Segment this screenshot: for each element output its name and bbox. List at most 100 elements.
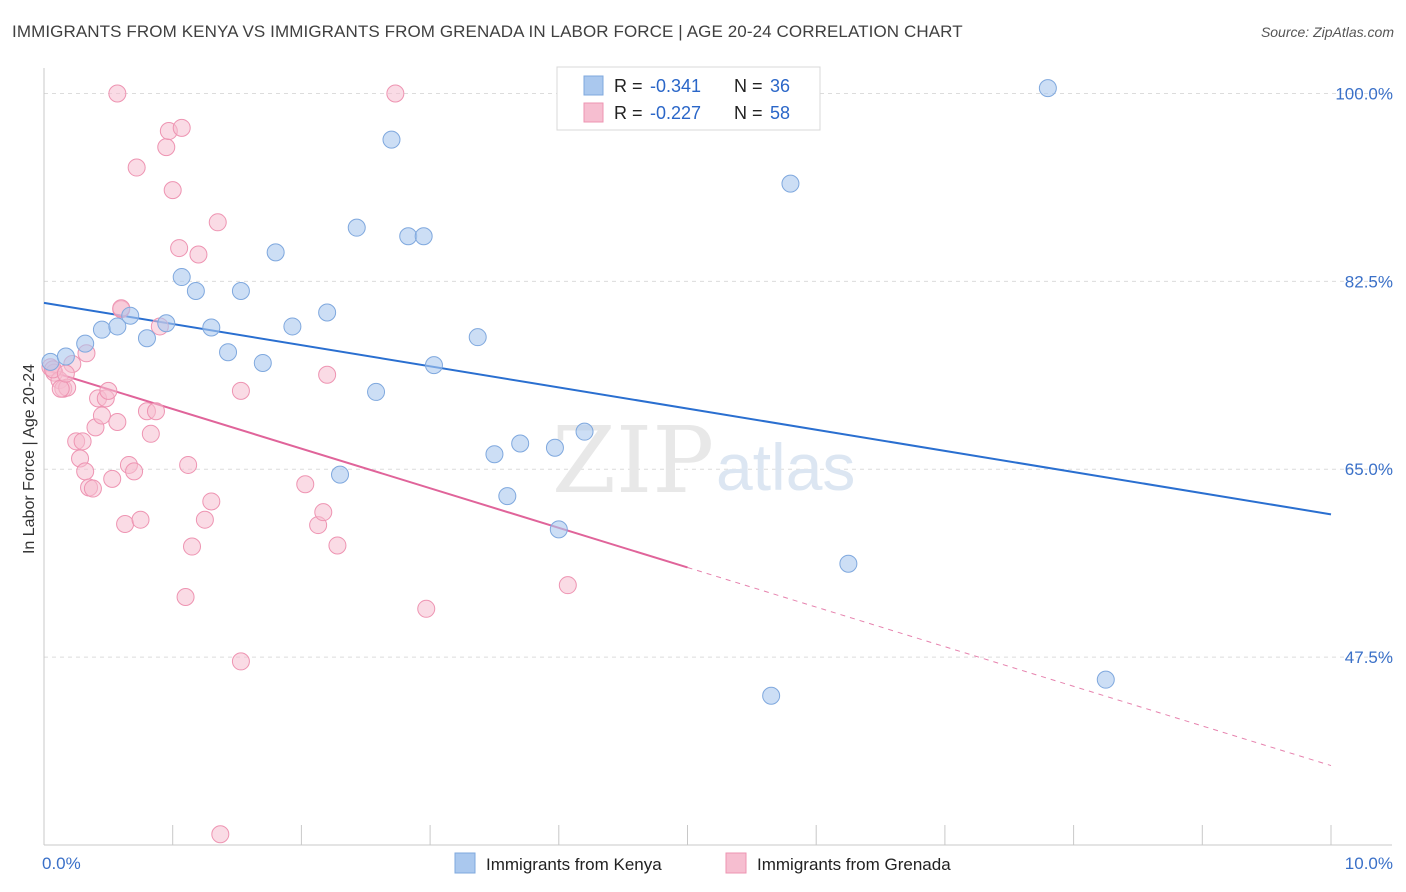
kenya-r-value: -0.341	[650, 76, 701, 96]
axes	[43, 68, 1392, 846]
grenada-r-value: -0.227	[650, 103, 701, 123]
grenada-n-value: 58	[770, 103, 790, 123]
kenya-point	[498, 487, 517, 506]
grenada-point	[73, 432, 92, 451]
grenada-point	[296, 475, 315, 494]
grenada-point	[202, 492, 221, 511]
kenya-r-label: R =	[614, 76, 643, 96]
legend-grenada-swatch	[725, 852, 747, 874]
tick-labels: 47.5% 65.0% 82.5% 100.0% 0.0% 10.0%	[42, 84, 1393, 873]
grenada-point	[231, 652, 250, 671]
grenada-point	[231, 381, 250, 400]
kenya-point	[172, 268, 191, 287]
legend-grenada-label: Immigrants from Grenada	[757, 855, 951, 874]
grid-lines	[44, 92, 1392, 658]
grenada-point	[386, 84, 405, 103]
kenya-point	[781, 174, 800, 193]
kenya-point	[76, 334, 95, 353]
grenada-point	[103, 469, 122, 488]
x-tick-label: 0.0%	[42, 854, 81, 873]
grenada-point	[558, 576, 577, 595]
grenada-point	[127, 158, 146, 177]
grenada-point	[146, 402, 165, 421]
kenya-point	[762, 686, 781, 705]
grenada-point	[189, 245, 208, 264]
kenya-point	[92, 320, 111, 339]
kenya-point	[41, 352, 60, 371]
legend-kenya-swatch	[454, 852, 476, 874]
kenya-point	[367, 382, 386, 401]
kenya-point	[121, 306, 140, 325]
grenada-point	[141, 424, 160, 443]
grenada-point	[195, 510, 214, 529]
grenada-point	[76, 462, 95, 481]
y-axis-title: In Labor Force | Age 20-24	[21, 364, 38, 554]
kenya-point	[424, 356, 443, 375]
kenya-point	[283, 317, 302, 336]
kenya-point	[1038, 79, 1057, 98]
grenada-point	[417, 599, 436, 618]
grenada-point	[211, 825, 230, 844]
grenada-point	[116, 514, 135, 533]
kenya-point	[399, 227, 418, 246]
kenya-n-value: 36	[770, 76, 790, 96]
grenada-point	[51, 379, 70, 398]
x-tick-label: 10.0%	[1345, 854, 1393, 873]
kenya-trend-line	[43, 301, 1332, 516]
grenada-point	[83, 479, 102, 498]
kenya-point	[468, 328, 487, 347]
grenada-trend-line	[43, 368, 688, 569]
kenya-n-label: N =	[734, 76, 763, 96]
chart-title: IMMIGRANTS FROM KENYA VS IMMIGRANTS FROM…	[12, 22, 963, 41]
grenada-point	[108, 412, 127, 431]
grenada-point	[170, 239, 189, 258]
grenada-point	[99, 381, 118, 400]
y-tick-label: 100.0%	[1335, 84, 1393, 103]
grenada-point	[179, 455, 198, 474]
watermark-atlas: atlas	[716, 430, 855, 504]
y-tick-label: 47.5%	[1345, 648, 1393, 667]
grenada-point	[157, 138, 176, 157]
grenada-point	[56, 364, 75, 383]
kenya-point	[545, 438, 564, 457]
kenya-swatch	[583, 75, 604, 96]
kenya-point	[511, 434, 530, 453]
y-tick-label: 65.0%	[1345, 460, 1393, 479]
kenya-point	[137, 329, 156, 348]
grenada-point	[208, 213, 227, 232]
kenya-point	[157, 314, 176, 333]
source-label: Source: ZipAtlas.com	[1260, 24, 1394, 40]
kenya-points	[41, 79, 1115, 705]
series-legend: Immigrants from Kenya Immigrants from Gr…	[454, 852, 951, 874]
kenya-point	[202, 318, 221, 337]
kenya-point	[347, 218, 366, 237]
kenya-point	[219, 343, 238, 362]
grenada-point	[131, 510, 150, 529]
kenya-point	[231, 282, 250, 301]
kenya-point	[318, 303, 337, 322]
kenya-point	[382, 130, 401, 149]
kenya-point	[266, 243, 285, 262]
trend-lines	[43, 301, 1332, 767]
y-tick-label: 82.5%	[1345, 272, 1393, 291]
kenya-point	[549, 520, 568, 539]
kenya-point	[108, 317, 127, 336]
grenada-point	[163, 181, 182, 200]
kenya-point	[186, 282, 205, 301]
kenya-point	[575, 422, 594, 441]
grenada-point	[108, 84, 127, 103]
watermark-zip: ZIP	[552, 407, 714, 514]
kenya-point	[1096, 670, 1115, 689]
grenada-swatch	[583, 102, 604, 123]
grenada-point	[328, 536, 347, 555]
legend-kenya-label: Immigrants from Kenya	[486, 855, 662, 874]
grenada-point	[92, 406, 111, 425]
grenada-r-label: R =	[614, 103, 643, 123]
grenada-n-label: N =	[734, 103, 763, 123]
grenada-point	[314, 503, 333, 522]
grenada-point	[176, 587, 195, 606]
kenya-point	[331, 465, 350, 484]
stats-legend: R = -0.341 N = 36 R = -0.227 N = 58	[556, 66, 821, 131]
grenada-point	[172, 118, 191, 137]
